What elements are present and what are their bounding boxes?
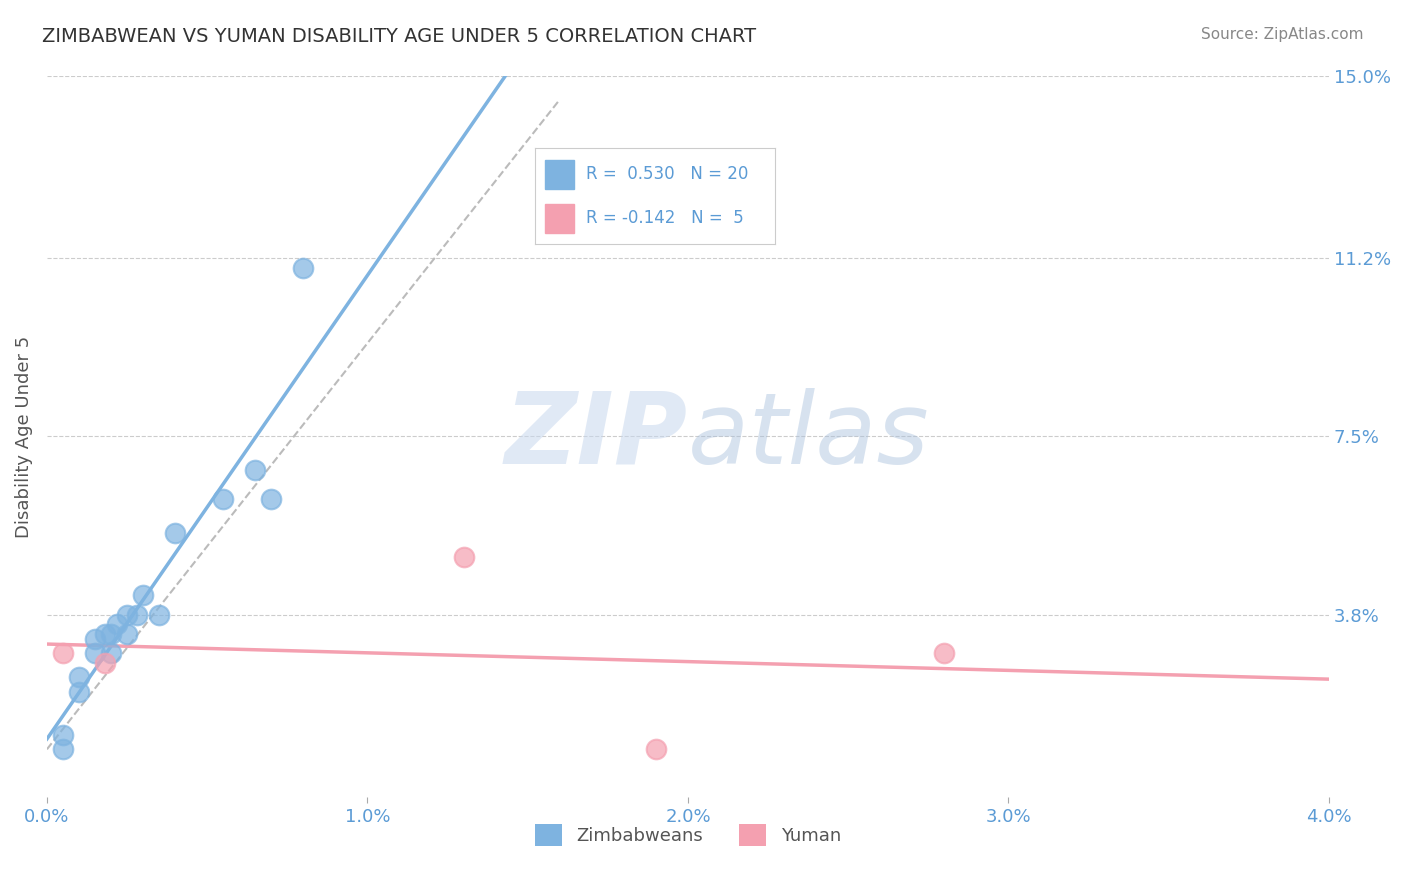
Point <box>52 646 75 660</box>
Point <box>132 588 155 602</box>
Text: Source: ZipAtlas.com: Source: ZipAtlas.com <box>1201 27 1364 42</box>
Text: R = -0.142   N =  5: R = -0.142 N = 5 <box>586 210 744 227</box>
Point <box>934 646 956 660</box>
Point <box>52 728 75 742</box>
Point <box>52 742 75 756</box>
Text: ZIP: ZIP <box>505 388 688 485</box>
Point <box>292 260 315 275</box>
Point <box>245 463 267 477</box>
Point <box>260 491 283 506</box>
Legend: Zimbabweans, Yuman: Zimbabweans, Yuman <box>527 817 848 854</box>
Point <box>148 607 170 622</box>
Point <box>67 684 90 698</box>
Point <box>644 742 666 756</box>
Text: atlas: atlas <box>688 388 929 485</box>
Point <box>93 627 115 641</box>
Point <box>212 491 235 506</box>
Point <box>107 617 129 632</box>
Point <box>165 525 187 540</box>
Point <box>67 670 90 684</box>
Text: R =  0.530   N = 20: R = 0.530 N = 20 <box>586 165 748 183</box>
Y-axis label: Disability Age Under 5: Disability Age Under 5 <box>15 335 32 538</box>
Text: ZIMBABWEAN VS YUMAN DISABILITY AGE UNDER 5 CORRELATION CHART: ZIMBABWEAN VS YUMAN DISABILITY AGE UNDER… <box>42 27 756 45</box>
Bar <box>546 160 574 188</box>
Point <box>125 607 148 622</box>
Point <box>84 632 107 646</box>
Point <box>100 646 122 660</box>
Bar <box>546 204 574 233</box>
Point <box>115 607 138 622</box>
Point <box>93 656 115 670</box>
Point <box>100 627 122 641</box>
Point <box>453 549 475 564</box>
Point <box>115 627 138 641</box>
Point <box>84 646 107 660</box>
